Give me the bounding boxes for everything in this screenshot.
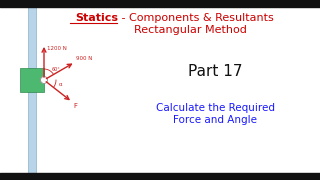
Text: 1200 N: 1200 N: [47, 46, 67, 51]
Text: Statics: Statics: [75, 13, 118, 23]
Bar: [28, 7, 36, 68]
Text: Force and Angle: Force and Angle: [173, 115, 257, 125]
Text: F: F: [73, 103, 77, 109]
Text: Rectangular Method: Rectangular Method: [133, 25, 246, 35]
Text: α: α: [58, 82, 62, 87]
Text: 60°: 60°: [52, 67, 61, 72]
Text: Part 17: Part 17: [188, 64, 242, 80]
Bar: [28, 92, 36, 173]
Text: 900 N: 900 N: [76, 56, 92, 61]
Text: Calculate the Required: Calculate the Required: [156, 103, 275, 113]
Bar: [20, 68, 44, 92]
Circle shape: [41, 76, 47, 84]
Text: - Components & Resultants: - Components & Resultants: [118, 13, 274, 23]
